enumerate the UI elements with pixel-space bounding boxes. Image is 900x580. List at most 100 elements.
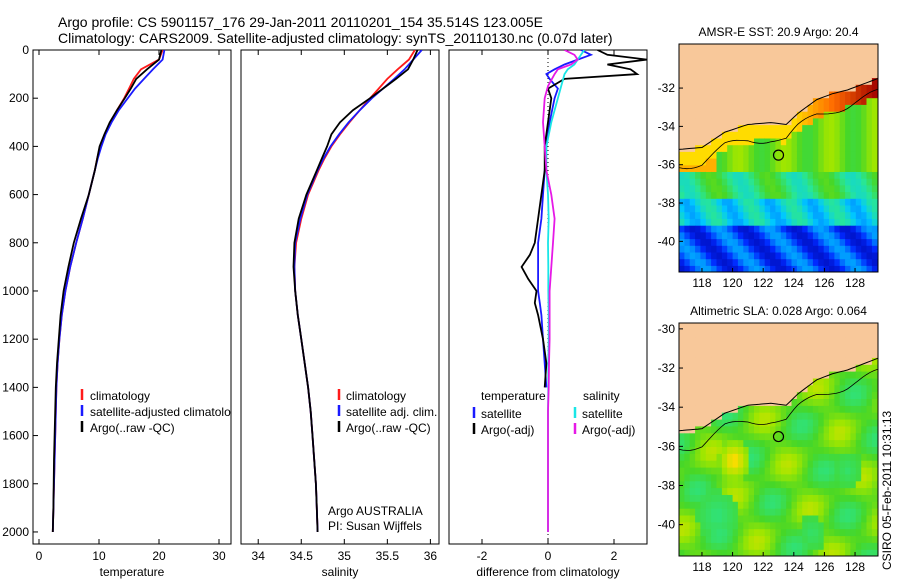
ocean-cell [727, 473, 734, 482]
ocean-cell [845, 218, 852, 226]
ocean-cell [807, 137, 814, 146]
land-cell [850, 357, 857, 365]
ocean-cell [861, 418, 868, 427]
land-cell [689, 84, 696, 92]
land-cell [711, 384, 718, 393]
ocean-cell [732, 225, 739, 233]
ocean-cell [780, 211, 787, 219]
ocean-cell [861, 466, 868, 475]
argo-float-marker [772, 149, 785, 161]
ocean-cell [802, 439, 809, 447]
ocean-cell [812, 473, 819, 482]
ocean-cell [823, 480, 830, 489]
ocean-cell [721, 225, 728, 233]
land-cell [823, 323, 830, 331]
ocean-cell [791, 245, 798, 253]
ocean-cell [818, 528, 825, 537]
land-cell [700, 117, 707, 126]
land-cell [866, 44, 873, 52]
land-cell [770, 64, 777, 72]
ocean-cell [871, 432, 878, 441]
land-cell [845, 84, 852, 92]
land-cell [711, 398, 718, 406]
ocean-cell [866, 494, 873, 502]
land-cell [786, 84, 793, 92]
land-cell [732, 44, 739, 52]
land-cell [732, 391, 739, 399]
land-cell [684, 384, 691, 393]
ocean-cell [764, 542, 771, 550]
ocean-cell [786, 405, 793, 413]
argo-float-marker [772, 430, 785, 443]
ocean-cell [818, 265, 825, 272]
ocean-cell [861, 501, 868, 509]
land-cell [689, 124, 696, 132]
land-cell [684, 77, 691, 85]
ocean-cell [684, 528, 691, 537]
ocean-cell [754, 164, 760, 172]
land-cell [786, 90, 793, 99]
ocean-cell [791, 521, 798, 530]
ocean-cell [861, 446, 868, 454]
ocean-cell [802, 508, 809, 516]
land-cell [764, 117, 771, 126]
ocean-cell [871, 446, 878, 454]
ocean-cell [839, 265, 846, 272]
ocean-cell [834, 418, 841, 427]
ocean-cell [716, 164, 723, 172]
land-cell [732, 77, 739, 85]
ocean-cell [705, 535, 712, 543]
ocean-cell [770, 238, 777, 246]
ocean-cell [802, 487, 809, 495]
land-cell [834, 84, 841, 92]
ocean-cell [807, 418, 814, 427]
ocean-cell [748, 131, 755, 139]
ocean-cell [834, 521, 841, 530]
ocean-cell [871, 371, 878, 379]
ocean-cell [727, 425, 734, 434]
land-cell [807, 70, 814, 79]
ocean-cell [743, 225, 750, 233]
ocean-cell [754, 425, 760, 434]
ocean-cell [689, 535, 696, 543]
land-cell [700, 111, 707, 119]
ocean-cell [684, 487, 691, 495]
ocean-cell [775, 405, 782, 413]
annotation-pi-name: PI: Susan Wijffels [328, 519, 422, 533]
ocean-cell [679, 191, 685, 199]
ocean-cell [743, 432, 750, 441]
land-cell [737, 104, 744, 112]
ocean-cell [834, 211, 841, 219]
ocean-cell [737, 158, 744, 166]
ocean-cell [689, 211, 696, 219]
ocean-cell [700, 151, 707, 159]
land-cell [796, 97, 803, 105]
land-cell [786, 343, 793, 352]
ocean-cell [786, 238, 793, 246]
ocean-cell [807, 178, 814, 186]
land-cell [791, 57, 798, 65]
ocean-cell [780, 191, 787, 199]
ocean-cell [796, 178, 803, 186]
ocean-cell [871, 131, 878, 139]
land-cell [695, 50, 702, 58]
land-cell [711, 64, 718, 72]
land-cell [764, 70, 771, 79]
ocean-cell [861, 371, 868, 379]
ocean-cell [786, 144, 793, 152]
land-cell [700, 350, 707, 358]
ocean-cell [866, 508, 873, 516]
ocean-cell [823, 384, 830, 393]
ocean-cell [802, 405, 809, 413]
ocean-cell [818, 218, 825, 226]
ocean-cell [705, 231, 712, 240]
land-cell [732, 64, 739, 72]
ocean-cell [679, 178, 685, 186]
ocean-cell [866, 251, 873, 260]
ocean-cell [839, 501, 846, 509]
ocean-cell [727, 144, 734, 152]
ocean-cell [780, 178, 787, 186]
ocean-cell [780, 514, 787, 523]
land-cell [695, 44, 702, 52]
ocean-cell [823, 549, 830, 556]
